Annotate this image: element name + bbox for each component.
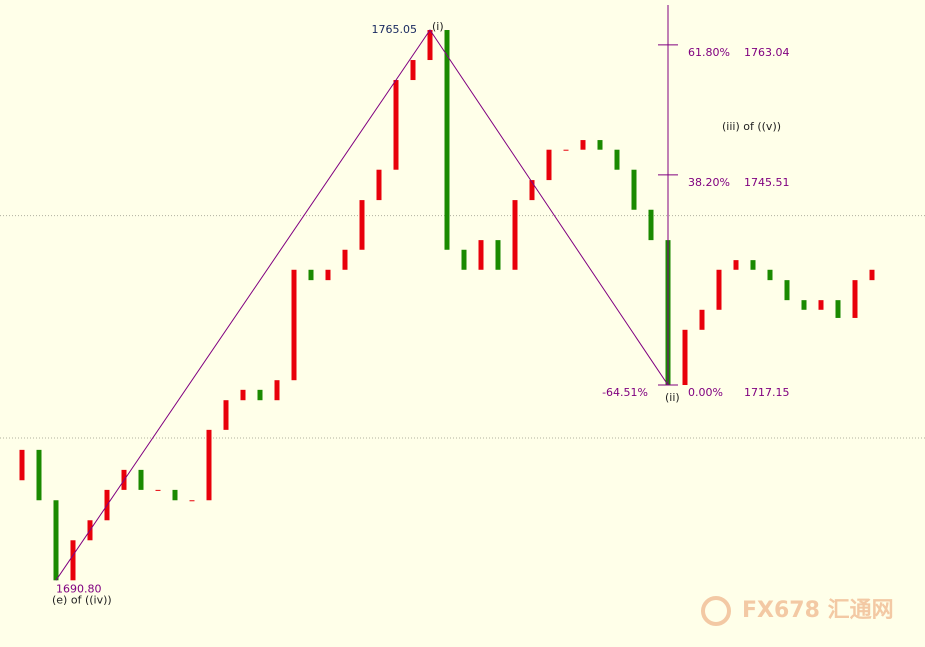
price-bar [546, 149, 552, 181]
price-bar [614, 149, 620, 170]
price-bar [223, 400, 229, 430]
price-bar [53, 500, 59, 581]
price-bar [291, 269, 297, 381]
price-bar [393, 80, 399, 170]
price-bar [495, 240, 501, 270]
price-bar [376, 169, 382, 201]
price-bar [444, 30, 450, 250]
price-bar [682, 329, 688, 386]
price-bar [274, 380, 280, 401]
price-bar [784, 280, 790, 301]
pivot-label: (i) [432, 20, 444, 33]
fib-percent: 0.00% [688, 386, 723, 399]
pivot-label: (ii) [665, 391, 680, 404]
price-bar [580, 140, 586, 150]
price-bar [512, 200, 518, 270]
fib-price: 1745.51 [744, 176, 790, 189]
price-bar [36, 449, 42, 501]
price-bar [308, 269, 314, 281]
price-bar [648, 209, 654, 241]
price-bar [733, 260, 739, 270]
price-bar [342, 249, 348, 270]
price-bar [699, 309, 705, 330]
price-bar [818, 300, 824, 310]
price-bar [359, 200, 365, 250]
price-bar [206, 429, 212, 501]
wave-annotation: (iii) of ((v)) [722, 120, 781, 133]
price-bar [529, 180, 535, 201]
price-bar [325, 269, 331, 281]
price-bar [563, 149, 569, 151]
fib-price: 1717.15 [744, 386, 790, 399]
price-bar [750, 260, 756, 270]
price-bar [189, 500, 195, 502]
price-bar [138, 469, 144, 490]
pivot-price: 1765.05 [372, 23, 418, 36]
pivot-price: 1690.80 [56, 582, 102, 595]
price-bar [427, 30, 433, 61]
price-bar [767, 269, 773, 281]
price-bar [172, 489, 178, 501]
price-bar [716, 269, 722, 310]
price-bar [835, 300, 841, 318]
fib-price: 1763.04 [744, 46, 790, 59]
fib-percent: 61.80% [688, 46, 730, 59]
price-bar [852, 280, 858, 318]
price-bar [801, 300, 807, 310]
fib-percent: 38.20% [688, 176, 730, 189]
price-bar [155, 489, 161, 491]
price-bar [597, 140, 603, 150]
price-bar [410, 60, 416, 81]
price-bar [240, 389, 246, 401]
price-bar [869, 269, 875, 281]
price-bar [257, 389, 263, 401]
pivot-label: (e) of ((iv)) [52, 593, 112, 606]
fib-extension: -64.51% [602, 386, 648, 399]
price-bar [461, 249, 467, 270]
watermark-logo [701, 596, 731, 626]
watermark: FX678 汇通网 [742, 598, 894, 623]
price-bar [70, 540, 76, 581]
price-bar [631, 169, 637, 210]
price-bar [478, 240, 484, 270]
wave-line [55, 29, 669, 581]
price-bar [19, 449, 25, 481]
